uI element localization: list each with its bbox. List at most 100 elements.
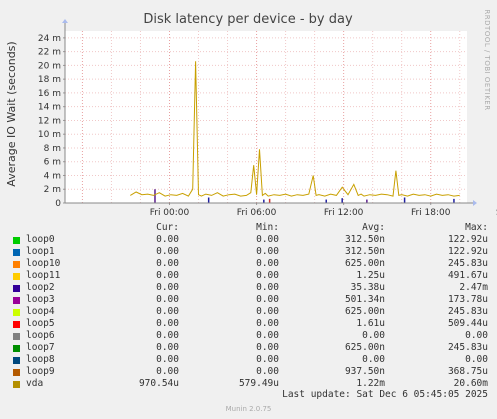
y-tick-label: 12 m [38,116,61,126]
series-line-vda [130,61,460,197]
legend-max: 122.92u [447,246,488,257]
legend-name: loop8 [26,354,55,365]
last-update: Last update: Sat Dec 6 05:45:05 2025 [282,389,488,400]
legend-swatch [13,333,20,340]
legend-min: 0.00 [256,294,279,305]
legend-row-loop8: loop8 0.00 0.00 0.00 0.00 [0,354,497,366]
header-max: Max: [465,222,488,233]
legend-row-loop10: loop10 0.00 0.00 625.00n 245.83u [0,258,497,270]
x-tick-label: Fri 00:00 [150,208,190,218]
legend-swatch [13,321,20,328]
legend-row-loop5: loop5 0.00 0.00 1.61u 509.44u [0,318,497,330]
legend-avg: 35.38u [350,282,385,293]
legend-cur: 970.54u [138,378,179,389]
legend-max: 245.83u [447,258,488,269]
header-min: Min: [256,222,279,233]
legend-row-loop1: loop1 0.00 0.00 312.50n 122.92u [0,246,497,258]
y-tick-label: 24 m [38,34,61,44]
legend-swatch [13,249,20,256]
munin-footer: Munin 2.0.75 [225,405,272,413]
y-tick-label: 0 [55,199,61,209]
legend-cur: 0.00 [156,318,179,329]
legend-avg: 937.50n [344,366,385,377]
legend-name: vda [26,378,44,389]
legend-cur: 0.00 [156,270,179,281]
legend-avg: 0.00 [362,354,385,365]
legend-max: 245.83u [447,342,488,353]
legend-name: loop0 [26,234,55,245]
legend-name: loop6 [26,330,55,341]
legend-cur: 0.00 [156,282,179,293]
legend-name: loop2 [26,282,55,293]
x-axis-arrow [473,200,477,206]
legend-name: loop4 [26,306,55,317]
legend-swatch [13,297,20,304]
plot-area [65,31,467,203]
x-tick-label: Fri 12:00 [324,208,364,218]
legend-row-vda: vda 970.54u 579.49u 1.22m 20.60m [0,378,497,390]
y-axis-arrow [62,19,68,23]
legend-name: loop11 [26,270,61,281]
x-tick-label: Fri 06:00 [237,208,277,218]
plot-background [65,31,467,203]
legend-cur: 0.00 [156,366,179,377]
y-axis-label: Average IO Wait (seconds) [5,41,18,186]
header-avg: Avg: [362,222,385,233]
legend-row-loop3: loop3 0.00 0.00 501.34n 173.78u [0,294,497,306]
legend-cur: 0.00 [156,306,179,317]
y-tick-label: 18 m [38,75,61,85]
legend-name: loop10 [26,258,61,269]
legend-avg: 625.00n [344,342,385,353]
y-tick-label: 16 m [38,89,61,99]
y-tick-label: 4 m [44,171,61,181]
legend-cur: 0.00 [156,258,179,269]
legend-cur: 0.00 [156,234,179,245]
legend-swatch [13,357,20,364]
legend-max: 0.00 [465,354,488,365]
series-lines [130,61,460,203]
legend-avg: 1.25u [356,270,385,281]
legend-min: 579.49u [238,378,279,389]
legend-name: loop1 [26,246,55,257]
legend-max: 368.75u [447,366,488,377]
legend-swatch [13,369,20,376]
legend-cur: 0.00 [156,354,179,365]
legend-min: 0.00 [256,330,279,341]
legend-swatch [13,381,20,388]
legend-avg: 312.50n [344,234,385,245]
legend-cur: 0.00 [156,342,179,353]
legend-avg: 1.22m [356,378,385,389]
legend-min: 0.00 [256,234,279,245]
legend-swatch [13,285,20,292]
y-tick-label: 20 m [38,61,61,71]
legend-header: Cur: Min: Avg: Max: [0,222,497,234]
y-tick-label: 10 m [38,130,61,140]
legend-min: 0.00 [256,354,279,365]
legend-name: loop3 [26,294,55,305]
legend-avg: 1.61u [356,318,385,329]
y-tick-label: 6 m [44,158,61,168]
legend-max: 2.47m [459,282,488,293]
y-tick-label: 8 m [44,144,61,154]
legend-avg: 312.50n [344,246,385,257]
legend-avg: 625.00n [344,258,385,269]
legend-swatch [13,345,20,352]
legend-cur: 0.00 [156,294,179,305]
legend-cur: 0.00 [156,246,179,257]
legend-max: 122.92u [447,234,488,245]
legend-row-loop6: loop6 0.00 0.00 0.00 0.00 [0,330,497,342]
legend-max: 0.00 [465,330,488,341]
legend-row-loop2: loop2 0.00 0.00 35.38u 2.47m [0,282,497,294]
legend-min: 0.00 [256,246,279,257]
legend-row-loop4: loop4 0.00 0.00 625.00n 245.83u [0,306,497,318]
grid-lines [65,31,467,203]
legend-max: 509.44u [447,318,488,329]
y-tick-label: 14 m [38,103,61,113]
legend-min: 0.00 [256,366,279,377]
legend-max: 245.83u [447,306,488,317]
legend-max: 173.78u [447,294,488,305]
legend-min: 0.00 [256,306,279,317]
legend-avg: 0.00 [362,330,385,341]
legend-min: 0.00 [256,270,279,281]
